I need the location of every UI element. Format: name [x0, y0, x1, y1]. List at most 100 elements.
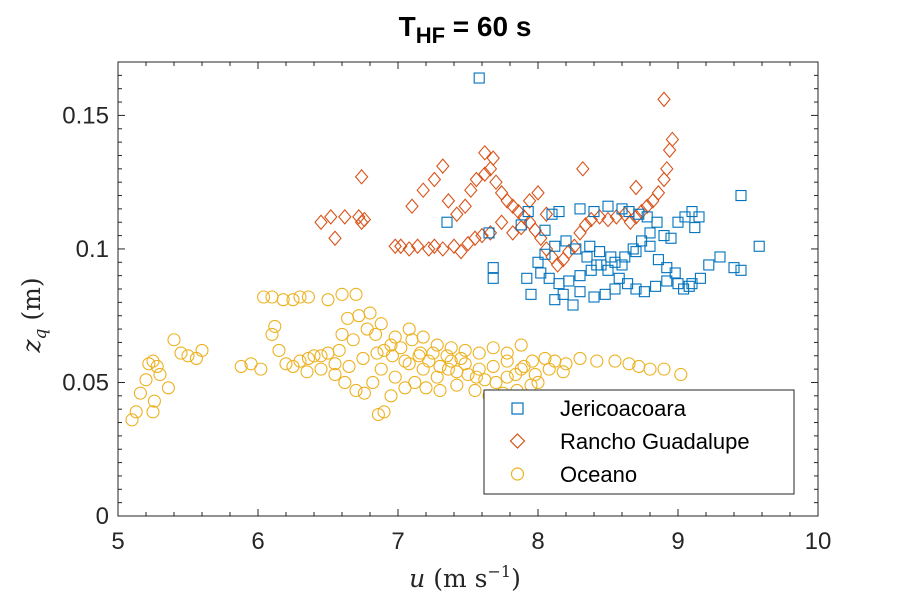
- data-point: [506, 198, 520, 215]
- data-point: [436, 241, 450, 257]
- data-point: [539, 206, 554, 223]
- data-point: [402, 322, 416, 336]
- data-point: [735, 264, 747, 276]
- data-point: [338, 209, 352, 225]
- data-point: [683, 280, 695, 292]
- data-point: [584, 240, 596, 252]
- data-point: [412, 349, 426, 363]
- data-point: [651, 216, 663, 228]
- data-point: [735, 189, 747, 202]
- data-point: [142, 357, 156, 371]
- data-point: [314, 349, 328, 363]
- data-point: [686, 278, 698, 290]
- data-point: [468, 230, 482, 247]
- data-point: [447, 238, 461, 255]
- data-point: [357, 386, 371, 400]
- data-point: [562, 243, 576, 260]
- data-point: [500, 370, 514, 384]
- data-point: [522, 193, 537, 209]
- data-point: [354, 214, 369, 231]
- data-point: [609, 209, 624, 225]
- data-point: [469, 171, 484, 188]
- data-point: [346, 333, 360, 347]
- data-point: [567, 299, 579, 311]
- data-point: [328, 230, 342, 247]
- data-point: [486, 359, 500, 373]
- data-point: [374, 362, 388, 376]
- data-point: [669, 267, 681, 279]
- data-point: [601, 211, 615, 228]
- data-point: [643, 362, 657, 376]
- data-point: [693, 211, 705, 223]
- data-point: [195, 343, 209, 357]
- data-point: [293, 290, 307, 304]
- legend-marker-square: [511, 402, 524, 415]
- data-point: [349, 383, 363, 398]
- data-point: [174, 346, 188, 360]
- y-tick-label: 0.1: [76, 236, 109, 263]
- data-point: [550, 257, 565, 273]
- data-point: [599, 288, 611, 300]
- data-point: [574, 270, 586, 282]
- data-point: [487, 272, 499, 284]
- data-point: [472, 362, 486, 376]
- data-point: [574, 203, 586, 215]
- data-point: [300, 365, 314, 379]
- data-point: [581, 251, 593, 263]
- data-point: [591, 259, 603, 271]
- data-point: [405, 198, 419, 215]
- data-point: [660, 160, 674, 177]
- data-point: [515, 219, 527, 231]
- data-point: [633, 208, 645, 220]
- data-point: [616, 203, 628, 215]
- data-point: [450, 206, 464, 223]
- data-point: [458, 343, 472, 357]
- data-point: [486, 150, 500, 166]
- data-point: [394, 341, 408, 355]
- data-point: [441, 216, 453, 228]
- data-point: [665, 232, 677, 244]
- data-point: [608, 354, 622, 368]
- y-tick-label: 0.05: [62, 369, 109, 396]
- data-point: [332, 343, 346, 357]
- data-point: [689, 222, 701, 234]
- data-point: [153, 367, 167, 382]
- data-point: [514, 338, 528, 352]
- data-point: [629, 209, 643, 225]
- legend-box: [483, 389, 795, 495]
- data-point: [662, 142, 677, 158]
- data-point: [584, 211, 598, 228]
- data-point: [279, 357, 293, 371]
- data-point: [494, 214, 509, 231]
- data-point: [652, 254, 664, 266]
- legend-entry-oceano: Oceano: [560, 462, 637, 487]
- data-point: [398, 381, 412, 395]
- data-point: [602, 200, 614, 212]
- data-point: [384, 389, 398, 403]
- data-point: [454, 351, 468, 365]
- data-points: [125, 72, 765, 427]
- data-point: [489, 174, 503, 191]
- data-point: [549, 240, 561, 252]
- data-point: [133, 386, 147, 400]
- data-point: [427, 238, 442, 255]
- data-point: [574, 286, 586, 298]
- data-point: [500, 193, 514, 209]
- legend-entry-rancho-guadalupe: Rancho Guadalupe: [560, 429, 750, 454]
- data-point: [559, 357, 573, 371]
- data-point: [531, 375, 545, 390]
- data-point: [665, 131, 680, 148]
- data-point: [640, 198, 654, 215]
- data-point: [394, 238, 408, 255]
- data-point: [416, 362, 430, 376]
- data-point: [627, 243, 639, 255]
- data-point: [436, 158, 450, 174]
- data-point: [328, 357, 342, 371]
- data-point: [150, 359, 164, 373]
- data-point: [651, 185, 666, 201]
- data-point: [410, 238, 425, 255]
- data-point: [402, 241, 416, 257]
- data-point: [500, 346, 514, 360]
- data-point: [468, 383, 482, 398]
- data-point: [473, 72, 485, 84]
